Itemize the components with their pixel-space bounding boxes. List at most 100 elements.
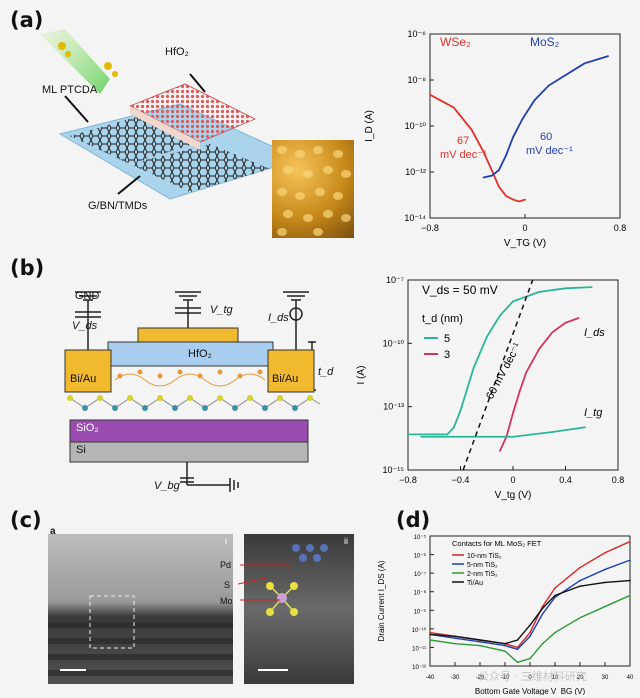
y-tick-label: 10⁻⁸ xyxy=(414,590,427,597)
substrate-label: G/BN/TMDs xyxy=(88,200,148,212)
annotation-ss-mos2-unit: mV dec⁻¹ xyxy=(526,145,573,157)
series-point xyxy=(579,616,581,619)
plot-frame xyxy=(407,279,619,471)
x-tick-label: 0.4 xyxy=(559,475,572,485)
series-line xyxy=(429,579,631,645)
series-point xyxy=(504,650,506,652)
series-line xyxy=(499,317,579,452)
series-point xyxy=(516,648,519,651)
series-point xyxy=(498,185,500,188)
y-tick-label: 10⁻¹² xyxy=(405,167,426,177)
series-point xyxy=(516,646,519,649)
series-point xyxy=(541,613,544,615)
series-point xyxy=(429,633,431,636)
series-point xyxy=(512,136,514,138)
hfo2-label: HfO₂ xyxy=(165,46,189,58)
x-tick-label: −0.8 xyxy=(399,475,417,485)
series-point xyxy=(525,371,527,374)
series-point xyxy=(482,176,485,179)
series-point xyxy=(547,84,550,87)
panel-a-illustration xyxy=(40,29,300,200)
annotation-slope: 60 mV dec⁻¹ xyxy=(484,341,524,402)
series-point xyxy=(454,642,456,645)
series-point xyxy=(564,321,567,324)
stem-image-ii: ii xyxy=(244,534,354,684)
series-line xyxy=(429,594,631,664)
x-axis-label: Bottom Gate Voltage V_BG (V) xyxy=(475,687,586,695)
series-line xyxy=(429,93,526,203)
x-tick-label: 0 xyxy=(522,223,527,233)
series-point xyxy=(516,661,519,664)
panel-label-d: (d) xyxy=(396,508,431,532)
series-point xyxy=(524,198,526,201)
panel-c-sub-label: a xyxy=(50,526,56,537)
x-tick-label: -10 xyxy=(501,675,510,681)
series-point xyxy=(470,128,473,131)
chart-d: -40 -30 -20 -10 0 10 20 30 40 10⁻¹² 10⁻¹¹ 10⁻¹⁰ 10⁻⁹… xyxy=(377,534,634,695)
legend-entry: 2-nm TiS₂ xyxy=(467,571,498,578)
series-point xyxy=(579,585,581,587)
y-axis-label: Drain Current I_DS (A) xyxy=(377,560,386,641)
ids-label: I_ds xyxy=(268,312,289,324)
series-point xyxy=(554,631,556,634)
y-tick-label: 10⁻¹² xyxy=(412,665,426,671)
series-point xyxy=(541,605,544,608)
series-point xyxy=(512,198,514,201)
chart-a: −0.8 0 0.8 10⁻¹⁴ 10⁻¹² 10⁻¹⁰ 10⁻⁸ 10⁻⁶ V_TG (V) I… xyxy=(364,29,626,249)
series-point xyxy=(541,642,544,645)
y-tick-label: 10⁻⁷ xyxy=(386,275,404,285)
series-line xyxy=(483,55,609,179)
series-point xyxy=(482,150,485,153)
series-point xyxy=(454,635,456,638)
annotation-ss-wse2-unit: mV dec⁻¹ xyxy=(440,149,487,161)
series-point xyxy=(629,559,631,561)
panel-b-device-schematic xyxy=(64,291,321,492)
hfo2-layer-label: HfO₂ xyxy=(188,348,212,360)
vds-label: V_ds xyxy=(72,320,98,332)
x-tick-label: −0.4 xyxy=(452,475,470,485)
series-point xyxy=(529,635,531,638)
x-tick-label: 30 xyxy=(602,675,609,681)
series-point xyxy=(529,657,531,660)
x-tick-label: -40 xyxy=(426,675,435,681)
series-point xyxy=(604,568,606,571)
series-point xyxy=(551,431,554,433)
x-tick-label: -20 xyxy=(476,675,485,681)
afm-inset-image xyxy=(272,140,354,238)
series-point xyxy=(516,639,519,641)
annotation-vds: V_ds = 50 mV xyxy=(422,283,498,297)
series-point xyxy=(485,336,488,338)
series-point xyxy=(577,317,580,319)
legend-title: t_d (nm) xyxy=(422,313,463,325)
x-tick-label: 40 xyxy=(627,675,634,681)
series-line xyxy=(429,540,631,649)
series-point xyxy=(529,631,531,634)
series-point xyxy=(564,287,567,290)
y-axis-label: I (A) xyxy=(356,366,367,385)
series-point xyxy=(446,433,449,436)
series-point xyxy=(554,596,556,599)
stem-image-i: i xyxy=(48,534,233,684)
legend-entry: 10-nm TiS₂ xyxy=(467,553,502,560)
series-point xyxy=(604,551,606,554)
series-point xyxy=(538,291,541,293)
annotation-ss-wse2: 67 xyxy=(457,135,469,147)
series-point xyxy=(407,433,409,436)
vtg-label: V_tg xyxy=(210,304,233,316)
td-label: t_d xyxy=(318,366,334,378)
series-point xyxy=(629,579,631,582)
y-tick-label: 10⁻¹⁴ xyxy=(404,213,426,223)
series-point xyxy=(459,435,462,438)
series-point xyxy=(554,594,556,597)
series-point xyxy=(533,99,536,102)
series-point xyxy=(521,117,524,120)
series-point xyxy=(518,390,521,393)
series-point xyxy=(512,412,514,414)
panel-label-a: (a) xyxy=(10,8,44,32)
contact-left-label: Bi/Au xyxy=(70,373,97,385)
series-point xyxy=(518,200,520,203)
y-tick-label: 10⁻⁹ xyxy=(414,608,427,615)
pd-label: Pd xyxy=(220,560,232,570)
s-label: S xyxy=(224,580,231,590)
